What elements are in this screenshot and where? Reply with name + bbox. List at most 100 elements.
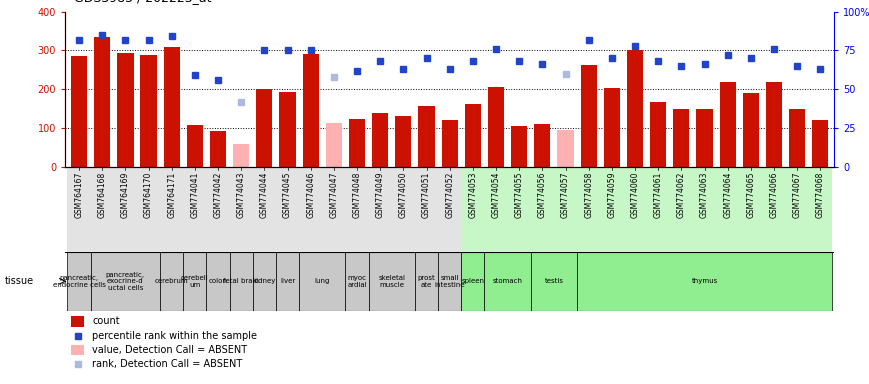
Text: count: count — [92, 316, 120, 326]
Text: GSM774050: GSM774050 — [399, 171, 408, 218]
Bar — [415, 252, 438, 311]
Text: GSM774061: GSM774061 — [653, 171, 663, 218]
Bar — [461, 167, 484, 252]
Bar — [511, 126, 527, 167]
Text: pancreatic,
exocrine-d
uctal cells: pancreatic, exocrine-d uctal cells — [106, 272, 145, 291]
Bar — [160, 167, 183, 252]
Bar — [276, 252, 299, 311]
Bar — [368, 252, 415, 311]
Text: rank, Detection Call = ABSENT: rank, Detection Call = ABSENT — [92, 359, 242, 369]
Bar — [299, 167, 346, 252]
Text: kidney: kidney — [253, 278, 276, 284]
Text: cerebrum: cerebrum — [155, 278, 189, 284]
Bar — [531, 167, 577, 252]
Bar — [368, 167, 415, 252]
Bar — [229, 252, 253, 311]
Bar — [326, 123, 342, 167]
Bar — [720, 81, 736, 167]
Text: GSM774042: GSM774042 — [214, 171, 222, 218]
Bar — [187, 125, 203, 167]
Bar — [299, 252, 346, 311]
Bar — [183, 252, 207, 311]
Bar — [419, 106, 434, 167]
Bar — [117, 53, 134, 167]
Bar — [71, 56, 87, 167]
Bar — [604, 88, 620, 167]
Text: GSM774056: GSM774056 — [538, 171, 547, 218]
Bar — [395, 116, 412, 167]
Text: spleen: spleen — [461, 278, 484, 284]
Text: GSM774045: GSM774045 — [283, 171, 292, 218]
Text: pancreatic,
endocrine cells: pancreatic, endocrine cells — [53, 275, 105, 288]
Text: GSM774062: GSM774062 — [677, 171, 686, 218]
Bar — [438, 252, 461, 311]
Bar — [580, 65, 597, 167]
Text: GSM774060: GSM774060 — [631, 171, 640, 218]
Bar — [183, 167, 207, 252]
Text: tissue: tissue — [4, 276, 34, 286]
Text: skeletal
muscle: skeletal muscle — [378, 275, 405, 288]
Text: GSM774059: GSM774059 — [607, 171, 616, 218]
Bar — [743, 93, 759, 167]
Text: GSM774055: GSM774055 — [514, 171, 524, 218]
Text: GSM774066: GSM774066 — [770, 171, 779, 218]
Text: cerebell
um: cerebell um — [181, 275, 209, 288]
Text: GSM774064: GSM774064 — [723, 171, 733, 218]
Bar — [253, 252, 276, 311]
Text: GSM774052: GSM774052 — [445, 171, 454, 218]
Bar — [438, 167, 461, 252]
Bar — [160, 252, 183, 311]
Bar — [534, 124, 550, 167]
Bar — [484, 252, 531, 311]
Text: testis: testis — [545, 278, 563, 284]
Bar — [349, 119, 365, 167]
Bar — [627, 50, 643, 167]
Text: GSM774054: GSM774054 — [492, 171, 501, 218]
Text: GSM774041: GSM774041 — [190, 171, 199, 218]
Text: thymus: thymus — [692, 278, 718, 284]
Bar — [577, 167, 832, 252]
Bar — [531, 252, 577, 311]
Text: GSM774051: GSM774051 — [422, 171, 431, 218]
Bar — [94, 37, 110, 167]
Bar — [163, 47, 180, 167]
Bar — [415, 167, 438, 252]
Bar — [71, 316, 84, 327]
Text: GSM774044: GSM774044 — [260, 171, 269, 218]
Text: GSM774065: GSM774065 — [746, 171, 755, 218]
Text: GSM774058: GSM774058 — [584, 171, 594, 218]
Text: GSM764169: GSM764169 — [121, 171, 129, 218]
Bar — [233, 144, 249, 167]
Text: lung: lung — [315, 278, 330, 284]
Bar — [280, 93, 295, 167]
Bar — [229, 167, 253, 252]
Text: value, Detection Call = ABSENT: value, Detection Call = ABSENT — [92, 345, 247, 355]
Text: percentile rank within the sample: percentile rank within the sample — [92, 331, 257, 341]
Bar — [207, 252, 229, 311]
Bar — [141, 55, 156, 167]
Text: liver: liver — [280, 278, 295, 284]
Bar — [488, 86, 504, 167]
Bar — [207, 167, 229, 252]
Bar — [461, 252, 484, 311]
Bar — [68, 167, 90, 252]
Bar — [696, 109, 713, 167]
Bar — [577, 252, 832, 311]
Bar — [90, 167, 160, 252]
Text: GDS3983 / 202223_at: GDS3983 / 202223_at — [74, 0, 211, 4]
Bar — [210, 131, 226, 167]
Bar — [302, 53, 319, 167]
Text: GSM774057: GSM774057 — [561, 171, 570, 218]
Bar — [71, 345, 84, 355]
Bar — [484, 167, 531, 252]
Text: colon: colon — [209, 278, 228, 284]
Bar — [256, 89, 273, 167]
Text: GSM774043: GSM774043 — [236, 171, 246, 218]
Text: small
intestine: small intestine — [434, 275, 465, 288]
Text: GSM774046: GSM774046 — [306, 171, 315, 218]
Bar — [346, 252, 368, 311]
Bar — [813, 120, 828, 167]
Text: GSM774048: GSM774048 — [353, 171, 362, 218]
Bar — [441, 119, 458, 167]
Text: GSM774047: GSM774047 — [329, 171, 338, 218]
